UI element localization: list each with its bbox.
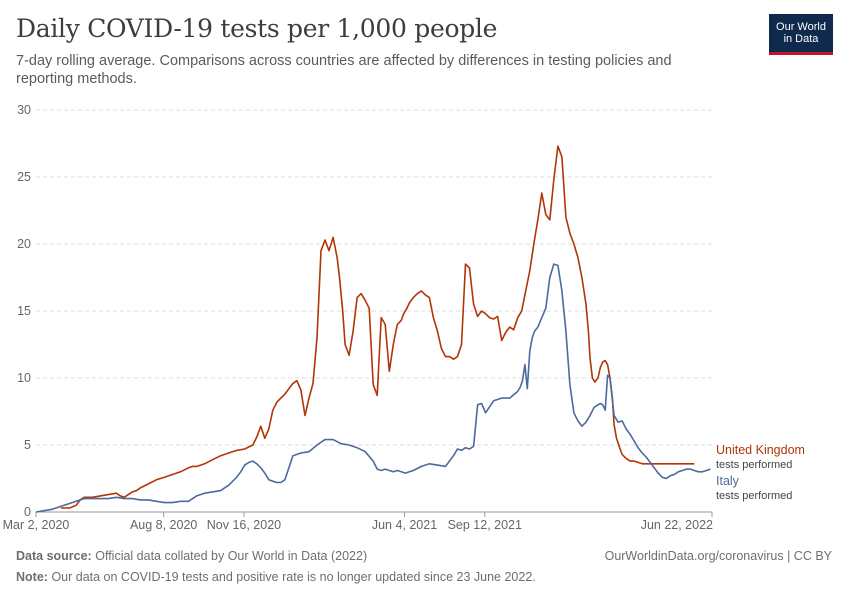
y-tick-label: 25 — [17, 170, 31, 184]
x-tick-label: Sep 12, 2021 — [448, 518, 522, 532]
y-tick-label: 30 — [17, 103, 31, 117]
grid-lines — [36, 109, 712, 446]
legend-label-italy: Italy — [716, 474, 740, 488]
axes: 0 5 10 15 20 25 30 Mar 2, 2020 Aug 8, 2020 Nov 16… — [3, 103, 713, 532]
series-line-italy — [35, 263, 711, 513]
y-tick-label: 20 — [17, 237, 31, 251]
credit-link[interactable]: OurWorldinData.org/coronavirus | CC BY — [604, 549, 832, 563]
series-lines — [35, 145, 711, 513]
logo-line-1: Our World — [776, 21, 826, 33]
y-tick-label: 15 — [17, 304, 31, 318]
legend-sublabel-italy: tests performed — [716, 490, 792, 502]
x-tick-label: Jun 4, 2021 — [372, 518, 437, 532]
x-tick-label: Mar 2, 2020 — [3, 518, 70, 532]
data-source-label: Data source: — [16, 549, 92, 563]
y-tick-label: 10 — [17, 371, 31, 385]
series-line-united-kingdom — [60, 145, 695, 509]
owid-logo[interactable]: Our World in Data — [769, 14, 833, 55]
data-source: Data source: Official data collated by O… — [16, 549, 367, 563]
note-label: Note: — [16, 570, 48, 584]
y-tick-label: 0 — [24, 505, 31, 519]
note: Note: Our data on COVID-19 tests and pos… — [16, 570, 536, 584]
x-tick-label: Jun 22, 2022 — [641, 518, 713, 532]
series-labels: United Kingdom tests performed Italy tests … — [716, 443, 805, 502]
data-source-text: Official data collated by Our World in D… — [95, 549, 368, 563]
x-tick-label: Nov 16, 2020 — [207, 518, 281, 532]
y-tick-label: 5 — [24, 438, 31, 452]
legend-label-united-kingdom: United Kingdom — [716, 443, 805, 457]
logo-line-2: in Data — [783, 33, 819, 45]
chart-subtitle: 7-day rolling average. Comparisons acros… — [16, 53, 672, 87]
chart-title: Daily COVID-19 tests per 1,000 people — [16, 14, 498, 43]
x-tick-label: Aug 8, 2020 — [130, 518, 197, 532]
note-text: Our data on COVID-19 tests and positive … — [51, 570, 536, 584]
legend-sublabel-united-kingdom: tests performed — [716, 459, 792, 471]
